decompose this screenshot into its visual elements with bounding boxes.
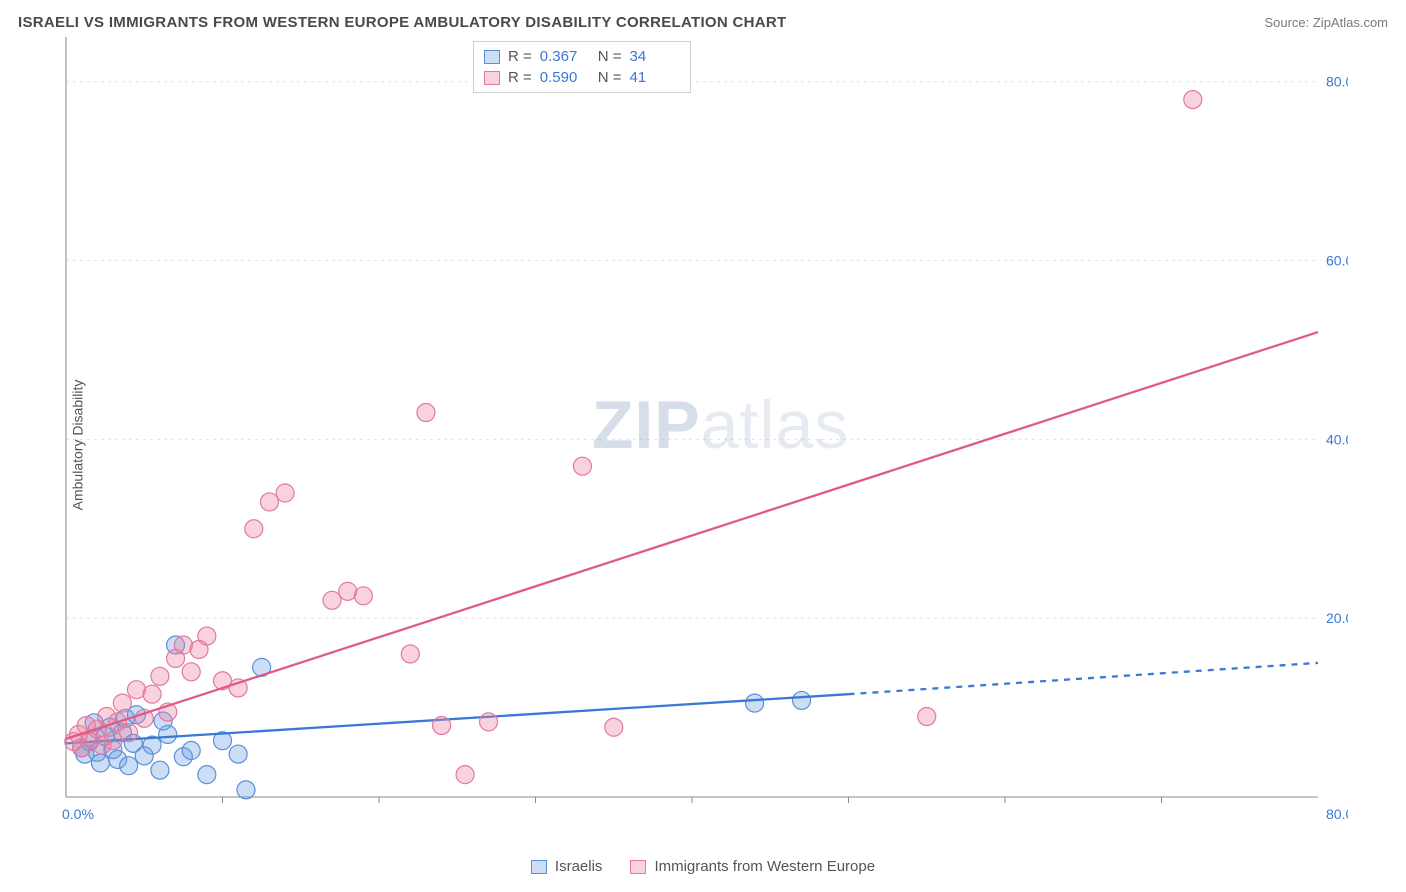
- scatter-point: [260, 493, 278, 511]
- scatter-point: [918, 708, 936, 726]
- legend-swatch: [484, 71, 500, 85]
- scatter-point: [198, 766, 216, 784]
- scatter-chart: 20.0% 40.0% 60.0% 80.0% 0.0% 80.0%: [18, 37, 1348, 852]
- stat-r-label: R =: [508, 69, 532, 86]
- scatter-point: [182, 663, 200, 681]
- scatter-point: [143, 685, 161, 703]
- stat-r-value: 0.367: [540, 48, 590, 65]
- stat-n-value: 34: [630, 48, 680, 65]
- scatter-point: [433, 716, 451, 734]
- y-tick-label: 80.0%: [1326, 74, 1348, 90]
- scatter-point: [151, 667, 169, 685]
- y-tick-label: 20.0%: [1326, 610, 1348, 626]
- scatter-point: [151, 761, 169, 779]
- chart-title: ISRAELI VS IMMIGRANTS FROM WESTERN EUROP…: [18, 14, 786, 31]
- scatter-point: [237, 781, 255, 799]
- y-axis-label: Ambulatory Disability: [69, 379, 85, 510]
- source-attribution: Source: ZipAtlas.com: [1264, 15, 1388, 30]
- y-tick-label: 60.0%: [1326, 253, 1348, 269]
- stat-r-value: 0.590: [540, 69, 590, 86]
- scatter-point: [198, 627, 216, 645]
- legend-item: Israelis: [531, 858, 603, 875]
- x-origin-label: 0.0%: [62, 806, 94, 822]
- scatter-point: [605, 718, 623, 736]
- stat-r-label: R =: [508, 48, 532, 65]
- scatter-point: [120, 724, 138, 742]
- legend-swatch: [531, 860, 547, 874]
- scatter-point: [182, 742, 200, 760]
- stat-n-label: N =: [598, 48, 622, 65]
- scatter-point: [1184, 91, 1202, 109]
- scatter-point: [793, 691, 811, 709]
- scatter-point: [354, 587, 372, 605]
- stat-n-label: N =: [598, 69, 622, 86]
- scatter-point: [573, 457, 591, 475]
- chart-container: Ambulatory Disability 20.0% 40.0% 60.0% 80.…: [18, 37, 1388, 852]
- correlation-stats-box: R = 0.367 N = 34 R = 0.590 N = 41: [473, 41, 691, 93]
- legend-swatch: [484, 50, 500, 64]
- scatter-point: [120, 757, 138, 775]
- scatter-point: [113, 694, 131, 712]
- y-tick-label: 40.0%: [1326, 431, 1348, 447]
- scatter-point: [323, 591, 341, 609]
- trend-line-dashed: [849, 663, 1319, 694]
- legend-label: Israelis: [555, 858, 603, 875]
- legend: Israelis Immigrants from Western Europe: [0, 852, 1406, 875]
- scatter-point: [245, 520, 263, 538]
- legend-swatch: [630, 860, 646, 874]
- scatter-point: [229, 745, 247, 763]
- scatter-point: [276, 484, 294, 502]
- x-max-label: 80.0%: [1326, 806, 1348, 822]
- scatter-point: [480, 713, 498, 731]
- stats-row: R = 0.590 N = 41: [484, 67, 680, 88]
- stats-row: R = 0.367 N = 34: [484, 46, 680, 67]
- legend-label: Immigrants from Western Europe: [654, 858, 875, 875]
- scatter-point: [746, 694, 764, 712]
- scatter-point: [401, 645, 419, 663]
- stat-n-value: 41: [630, 69, 680, 86]
- scatter-point: [417, 404, 435, 422]
- legend-item: Immigrants from Western Europe: [630, 858, 875, 875]
- scatter-point: [456, 766, 474, 784]
